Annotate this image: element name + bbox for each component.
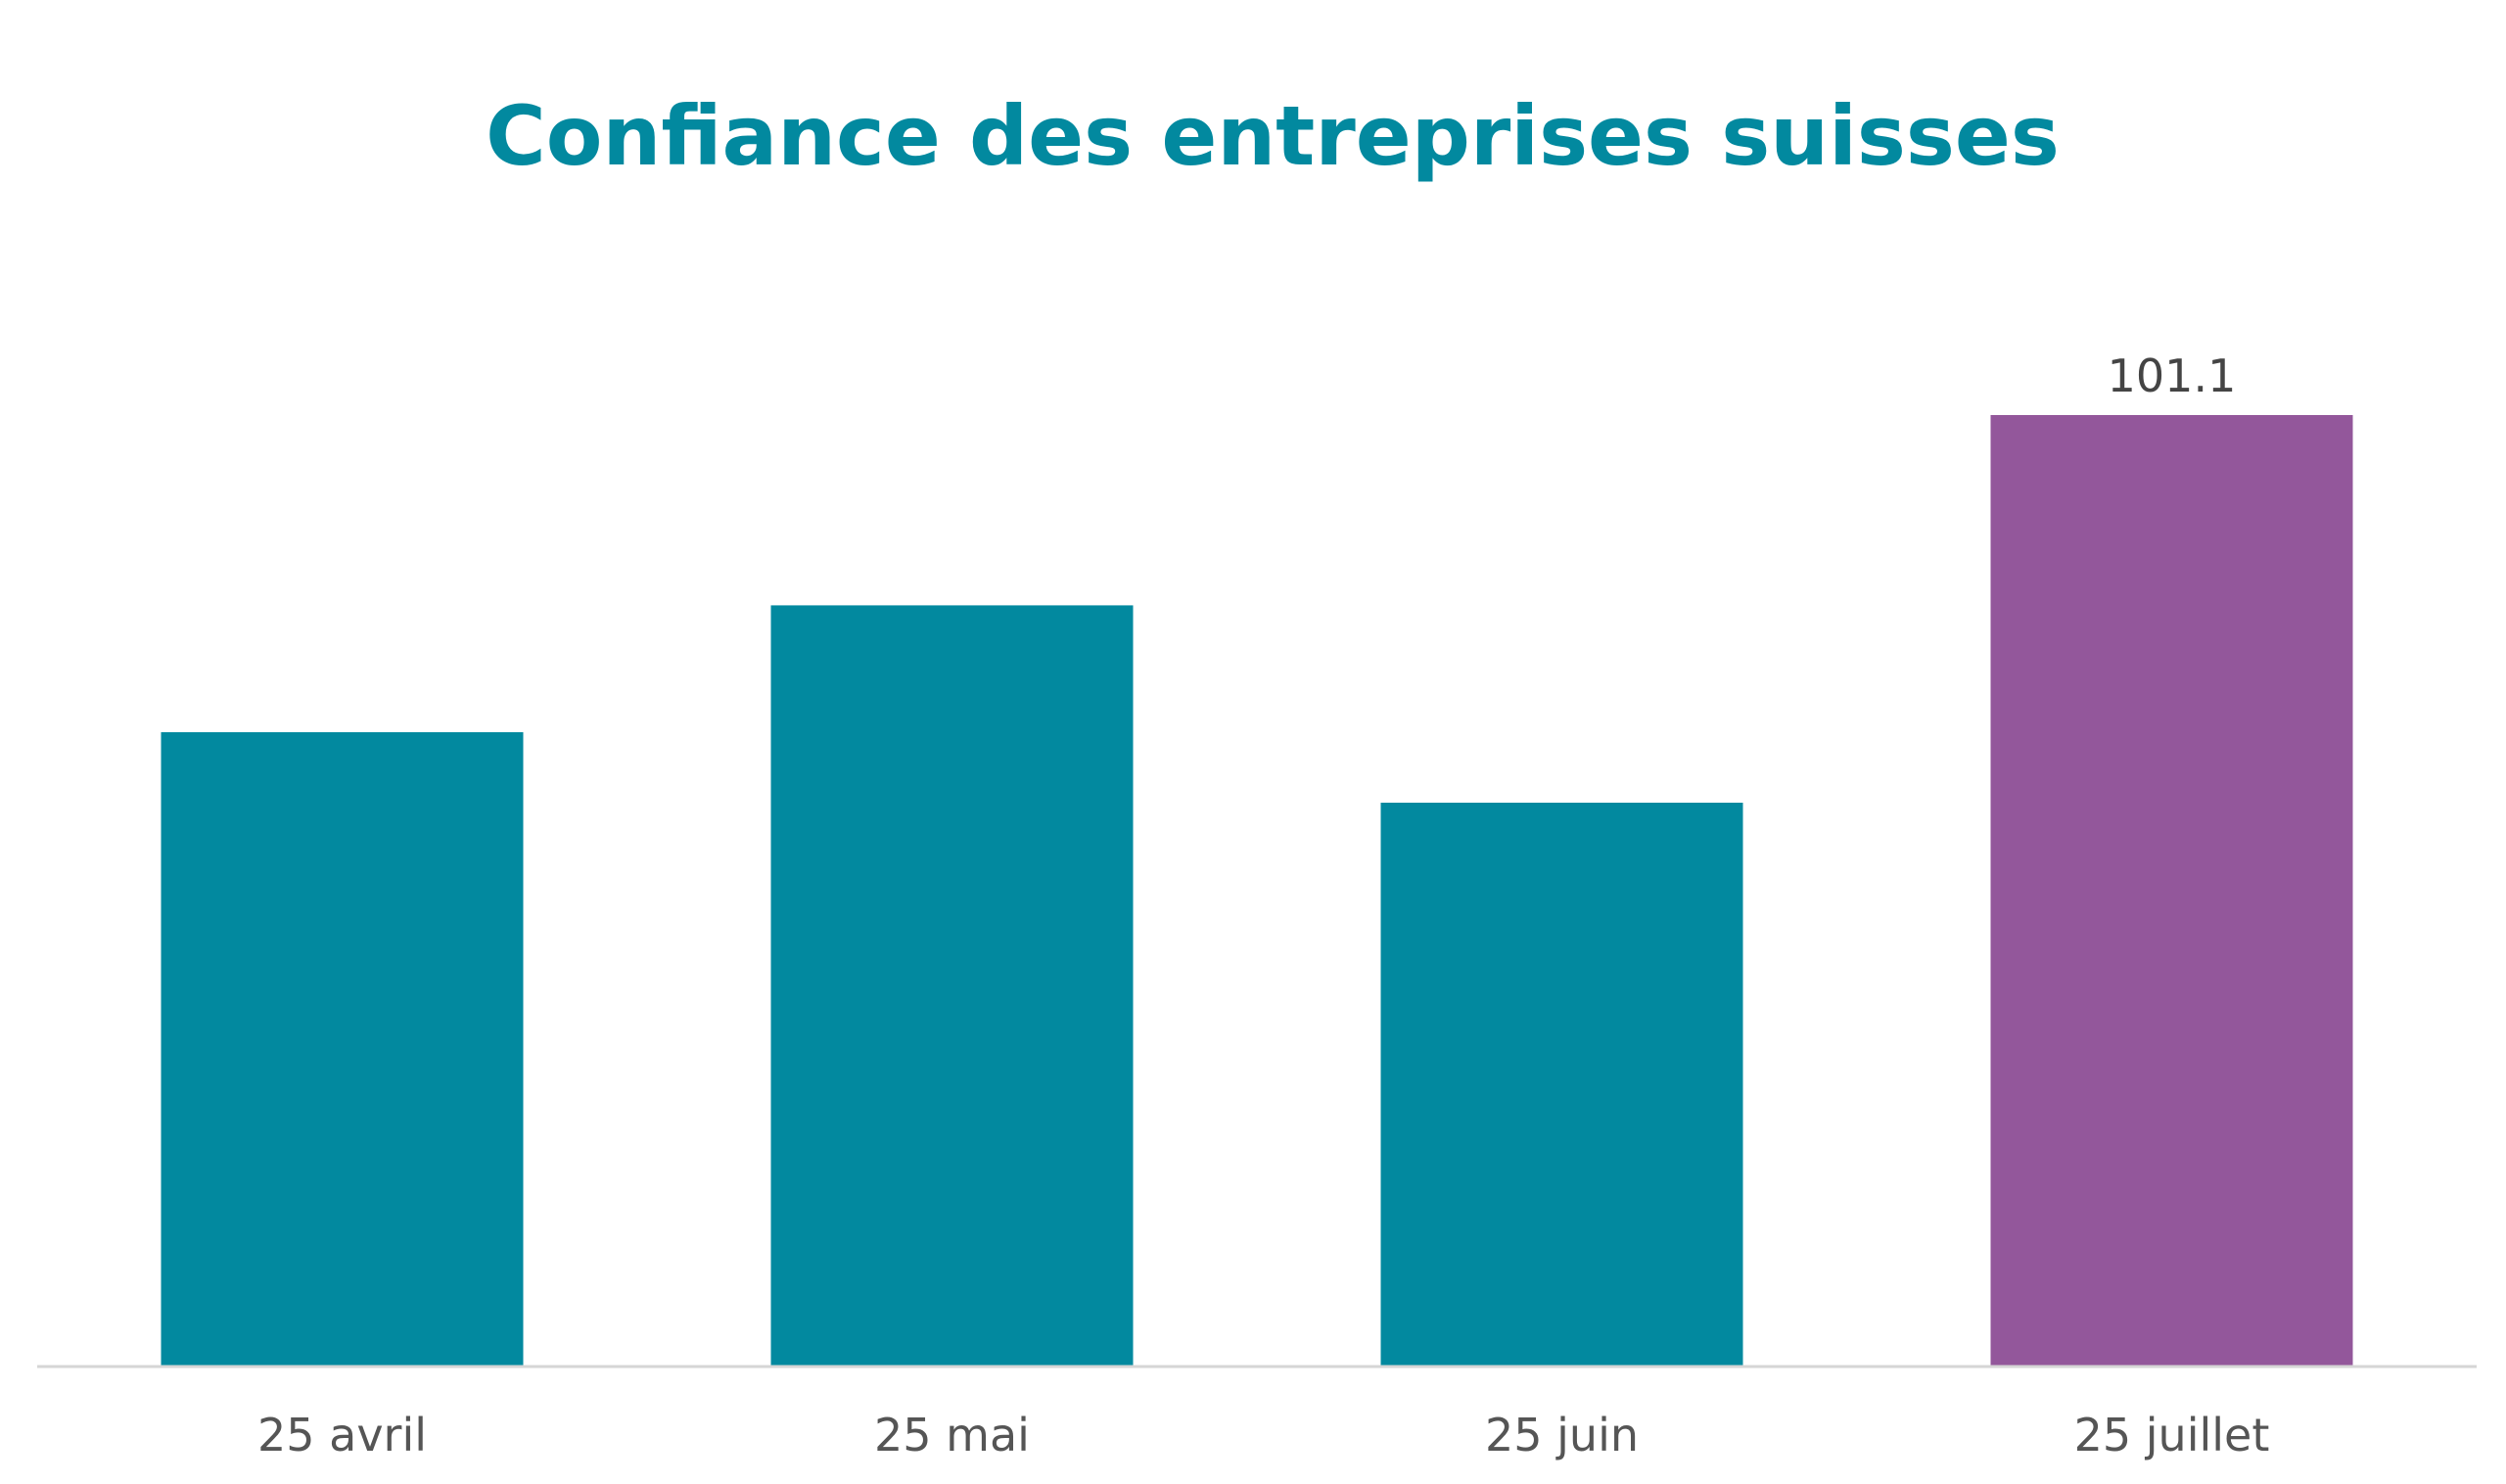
x-tick-label-2: 25 mai (874, 1409, 1030, 1461)
x-tick-label-3: 25 juin (1485, 1409, 1639, 1461)
bars-layer (161, 415, 2353, 1367)
bar-2 (770, 605, 1134, 1367)
bar-1 (161, 732, 524, 1367)
labels-layer: 25 avril 25 mai 25 juin 25 juillet 101.1 (257, 349, 2269, 1461)
bar-4 (1990, 415, 2353, 1367)
data-label-4: 101.1 (2108, 349, 2237, 402)
x-tick-label-1: 25 avril (257, 1409, 427, 1461)
bar-3 (1380, 803, 1743, 1367)
x-tick-label-4: 25 juillet (2074, 1409, 2270, 1461)
chart-title: Confiance des entreprises suisses (486, 88, 2060, 184)
